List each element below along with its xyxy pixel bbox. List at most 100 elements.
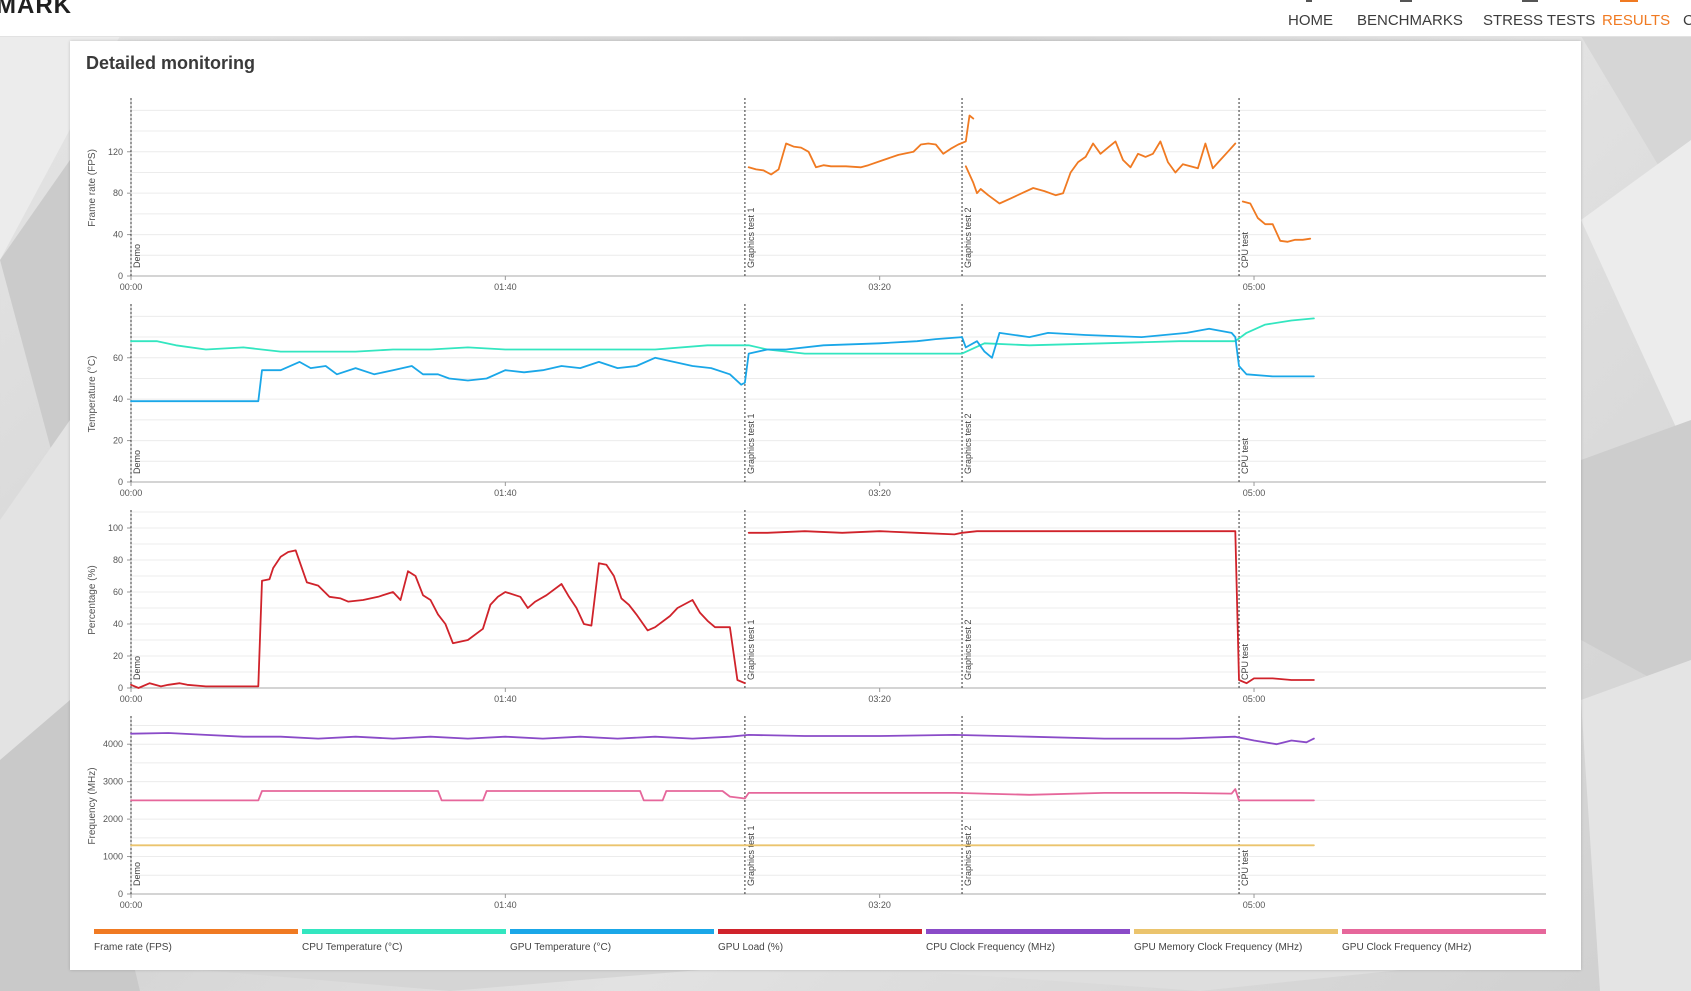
legend-label-gpu-memory-clock: GPU Memory Clock Frequency (MHz): [1134, 942, 1303, 953]
test-marker-label: CPU test: [1240, 231, 1250, 268]
y-tick-label: 40: [113, 619, 123, 629]
legend-item-gpu-memory-clock[interactable]: GPU Memory Clock Frequency (MHz): [1134, 929, 1338, 959]
y-tick-label: 0: [118, 683, 123, 693]
x-tick-label: 00:00: [120, 488, 143, 498]
detailed-monitoring-panel: Detailed monitoring 0 40 80 120 00:00 01:40 03…: [70, 41, 1581, 970]
test-marker-label: Graphics test 1: [746, 207, 756, 268]
top-navigation-bar: MARK HOME BENCHMARKS STRESS TESTS RESULT…: [0, 0, 1691, 37]
y-tick-label: 60: [113, 587, 123, 597]
x-tick-label: 03:20: [868, 282, 891, 292]
x-tick-label: 01:40: [494, 282, 517, 292]
nav-results[interactable]: RESULTS: [1602, 12, 1671, 29]
x-tick-label: 01:40: [494, 488, 517, 498]
y-tick-label: 20: [113, 651, 123, 661]
x-tick-label: 05:00: [1243, 488, 1266, 498]
test-marker-label: Graphics test 1: [746, 619, 756, 680]
series-line: [747, 530, 1315, 685]
y-tick-label: 0: [118, 477, 123, 487]
stress-tests-icon: [1522, 0, 1538, 2]
legend-swatch-cpu-temperature: [302, 929, 506, 934]
y-tick-label: 0: [118, 271, 123, 281]
x-tick-label: 01:40: [494, 694, 517, 704]
test-marker-label: Demo: [132, 862, 142, 886]
panel-title: Detailed monitoring: [86, 53, 256, 73]
test-marker-label: Graphics test 2: [963, 413, 973, 474]
monitoring-charts: 0 40 80 120 00:00 01:40 03:20 05:00 Frame rate (…: [87, 98, 1546, 910]
legend-label-gpu-clock: GPU Clock Frequency (MHz): [1342, 942, 1472, 953]
legend-swatch-gpu-load: [718, 929, 922, 934]
nav-stress-tests[interactable]: STRESS TESTS: [1483, 12, 1596, 29]
legend-swatch-fps: [94, 929, 298, 934]
legend-label-gpu-load: GPU Load (%): [718, 942, 784, 953]
y-tick-label: 80: [113, 555, 123, 565]
test-marker-label: CPU test: [1240, 849, 1250, 886]
y-tick-label: 60: [113, 353, 123, 363]
test-marker-label: Demo: [132, 656, 142, 680]
y-axis-title: Temperature (°C): [87, 356, 98, 433]
legend-item-fps[interactable]: Frame rate (FPS): [94, 929, 298, 959]
y-tick-label: 120: [108, 147, 123, 157]
legend-item-gpu-temperature[interactable]: GPU Temperature (°C): [510, 929, 714, 959]
y-tick-label: 1000: [103, 852, 123, 862]
x-tick-label: 05:00: [1243, 900, 1266, 910]
y-axis-title: Frame rate (FPS): [87, 149, 98, 227]
y-tick-label: 0: [118, 889, 123, 899]
y-tick-label: 100: [108, 523, 123, 533]
series-line: [130, 317, 1315, 355]
y-tick-label: 20: [113, 436, 123, 446]
x-tick-label: 00:00: [120, 900, 143, 910]
test-marker-label: CPU test: [1240, 437, 1250, 474]
y-axis-title: Percentage (%): [87, 565, 98, 634]
x-tick-label: 03:20: [868, 900, 891, 910]
x-tick-label: 05:00: [1243, 694, 1266, 704]
brand-logo[interactable]: MARK: [0, 0, 72, 19]
test-marker-label: CPU test: [1240, 643, 1250, 680]
series-line: [130, 788, 1315, 802]
test-marker-label: Demo: [132, 450, 142, 474]
home-icon: [1306, 0, 1312, 2]
legend-swatch-gpu-memory-clock: [1134, 929, 1338, 934]
y-axis-title: Frequency (MHz): [87, 767, 98, 844]
y-tick-label: 40: [113, 230, 123, 240]
legend-item-cpu-temperature[interactable]: CPU Temperature (°C): [302, 929, 506, 959]
series-line: [130, 732, 1315, 746]
legend-label-fps: Frame rate (FPS): [94, 942, 172, 953]
series-line: [964, 140, 1237, 205]
test-marker-label: Graphics test 2: [963, 207, 973, 268]
test-marker-label: Demo: [132, 244, 142, 268]
test-marker-label: Graphics test 1: [746, 413, 756, 474]
legend-label-cpu-temperature: CPU Temperature (°C): [302, 942, 403, 953]
x-tick-label: 00:00: [120, 282, 143, 292]
legend-label-gpu-temperature: GPU Temperature (°C): [510, 942, 612, 953]
benchmarks-icon: [1400, 0, 1412, 2]
legend-item-gpu-load[interactable]: GPU Load (%): [718, 929, 922, 959]
y-tick-label: 40: [113, 394, 123, 404]
series-line: [130, 549, 746, 689]
nav-home[interactable]: HOME: [1288, 12, 1333, 29]
test-marker-label: Graphics test 2: [963, 619, 973, 680]
legend-swatch-gpu-temperature: [510, 929, 714, 934]
y-tick-label: 4000: [103, 739, 123, 749]
x-tick-label: 01:40: [494, 900, 517, 910]
legend-swatch-cpu-clock: [926, 929, 1130, 934]
legend-swatch-gpu-clock: [1342, 929, 1546, 934]
y-tick-label: 80: [113, 188, 123, 198]
results-icon: [1620, 0, 1638, 2]
series-line: [130, 327, 1315, 403]
y-tick-label: 2000: [103, 814, 123, 824]
nav-benchmarks[interactable]: BENCHMARKS: [1357, 12, 1463, 29]
series-line: [747, 114, 975, 176]
y-tick-label: 3000: [103, 777, 123, 787]
x-tick-label: 03:20: [868, 488, 891, 498]
x-tick-label: 05:00: [1243, 282, 1266, 292]
legend-label-cpu-clock: CPU Clock Frequency (MHz): [926, 942, 1055, 953]
nav-more[interactable]: C: [1683, 12, 1691, 29]
x-tick-label: 03:20: [868, 694, 891, 704]
chart-legend: Frame rate (FPS) CPU Temperature (°C) GP…: [94, 929, 1566, 959]
test-marker-label: Graphics test 1: [746, 825, 756, 886]
x-tick-label: 00:00: [120, 694, 143, 704]
series-line: [1241, 200, 1312, 243]
test-marker-label: Graphics test 2: [963, 825, 973, 886]
legend-item-cpu-clock[interactable]: CPU Clock Frequency (MHz): [926, 929, 1130, 959]
legend-item-gpu-clock[interactable]: GPU Clock Frequency (MHz): [1342, 929, 1546, 959]
